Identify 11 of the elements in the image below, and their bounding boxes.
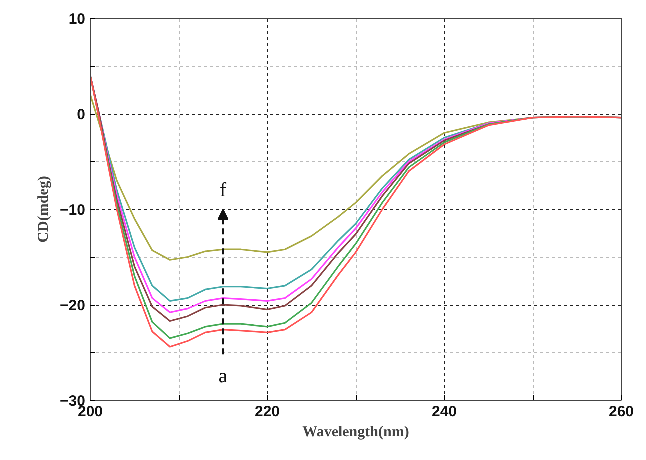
x-tick-label: 220 bbox=[254, 404, 280, 420]
y-tick-label: −10 bbox=[60, 202, 86, 219]
annotation: f bbox=[220, 179, 227, 202]
y-tick-label: 10 bbox=[68, 11, 86, 28]
y-tick-label: −20 bbox=[60, 298, 86, 314]
x-axis-title: Wavelength(nm) bbox=[302, 424, 410, 440]
y-axis-title: CD(mdeg) bbox=[36, 176, 52, 243]
x-tick-label: 240 bbox=[432, 404, 458, 420]
x-tick-label: 260 bbox=[608, 404, 634, 420]
annotation: a bbox=[218, 366, 228, 388]
y-tick-label: 0 bbox=[77, 106, 86, 124]
